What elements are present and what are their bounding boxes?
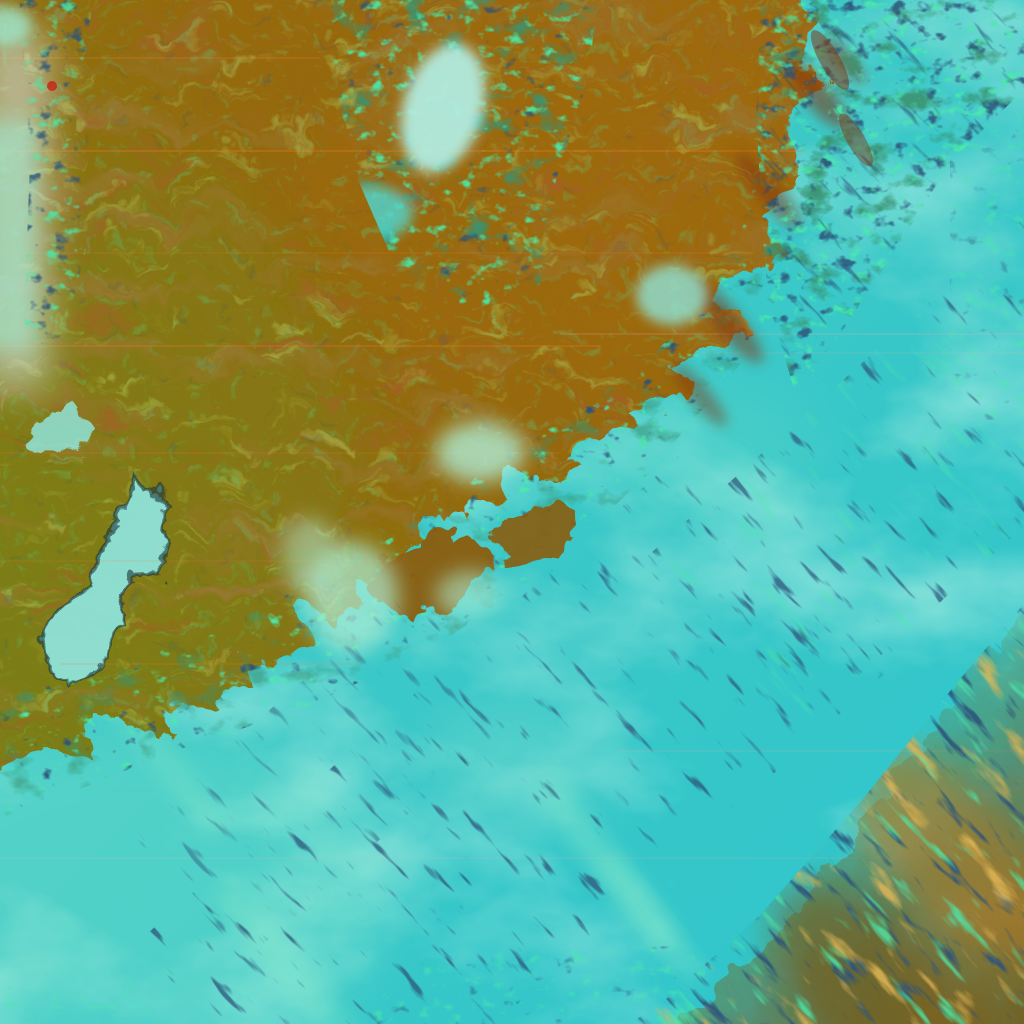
corner-ridge-layer (600, 580, 1024, 1024)
scan-line (700, 352, 1024, 354)
bottom-dark-wisps (348, 945, 759, 1024)
pale-lake (400, 43, 486, 173)
fleck-band-green (644, 210, 1024, 730)
inland-lake-gash (39, 459, 157, 683)
pale-patch (282, 518, 338, 594)
scan-line (0, 452, 560, 454)
scan-line (620, 750, 1024, 752)
left-edge-haze (0, 0, 94, 390)
cyan-patch (636, 265, 708, 325)
ocean-fleck-trails (131, 210, 1024, 1024)
red-streak (810, 30, 850, 90)
scan-line (0, 560, 430, 562)
red-streak (839, 113, 873, 167)
corner-streaks (600, 580, 1024, 1024)
scan-line (0, 345, 600, 347)
brown-islet (490, 492, 574, 556)
red-streak (673, 363, 727, 427)
pale-patch (435, 422, 525, 482)
red-artifact-dot (47, 81, 57, 91)
tr-diagonal-streaks (756, 0, 1024, 396)
scan-line (0, 252, 755, 254)
inland-lake-small (16, 394, 76, 438)
corner-green-streaks (600, 580, 1024, 1024)
fleck-band (131, 579, 529, 961)
bottom-edge-wisps (0, 945, 759, 1024)
pale-patch (436, 571, 504, 619)
left-margin-green-speckles (19, 0, 94, 360)
bottom-left-wisps (0, 985, 170, 1024)
scan-line (0, 57, 320, 59)
